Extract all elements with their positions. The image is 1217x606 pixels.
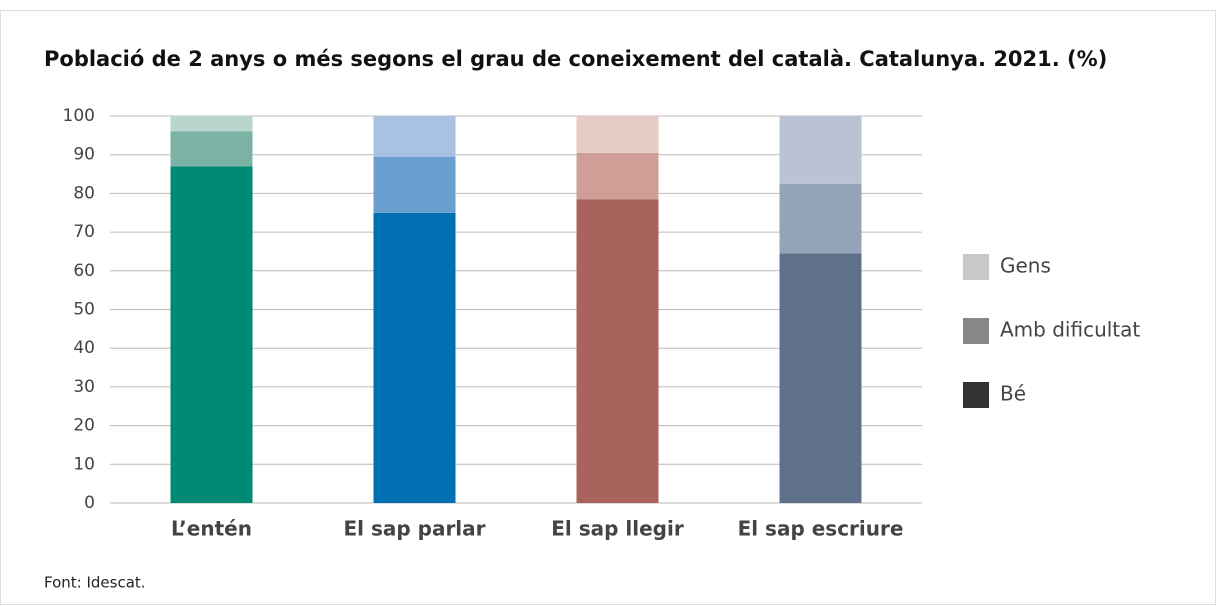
legend-swatch: [963, 254, 989, 280]
y-tick-label: 30: [73, 377, 95, 397]
bar-segment: [373, 212, 456, 503]
y-tick-label: 50: [73, 300, 95, 320]
y-tick-label: 90: [73, 145, 95, 165]
legend-swatch: [963, 318, 989, 344]
bar-segment: [170, 116, 253, 132]
bar-segment: [576, 199, 659, 503]
y-tick-label: 40: [73, 338, 95, 358]
source-note: Font: Idescat.: [44, 574, 146, 592]
y-tick-label: 0: [84, 493, 95, 513]
x-tick-label: L’entén: [171, 517, 252, 541]
bar-segment: [779, 253, 862, 503]
legend-label: Gens: [1000, 254, 1051, 278]
y-tick-label: 70: [73, 222, 95, 242]
bar-segment: [170, 166, 253, 503]
bar-segment: [576, 116, 659, 153]
bar-segment: [170, 131, 253, 167]
x-tick-label: El sap llegir: [551, 517, 684, 541]
chart-title: Població de 2 anys o més segons el grau …: [44, 47, 1107, 71]
bar-segment: [779, 116, 862, 184]
legend-swatch: [963, 382, 989, 408]
legend-label: Amb dificultat: [1000, 318, 1140, 342]
legend-label: Bé: [1000, 382, 1026, 406]
y-tick-label: 60: [73, 261, 95, 281]
bar-segment: [373, 116, 456, 157]
y-tick-label: 100: [63, 106, 95, 126]
y-tick-label: 20: [73, 416, 95, 436]
frame: [0, 10, 1216, 605]
bar-segment: [576, 152, 659, 200]
x-tick-label: El sap escriure: [738, 517, 904, 541]
bar-segment: [373, 156, 456, 213]
y-tick-label: 80: [73, 183, 95, 203]
y-tick-label: 10: [73, 454, 95, 474]
x-tick-label: El sap parlar: [343, 517, 485, 541]
bar-segment: [779, 183, 862, 254]
